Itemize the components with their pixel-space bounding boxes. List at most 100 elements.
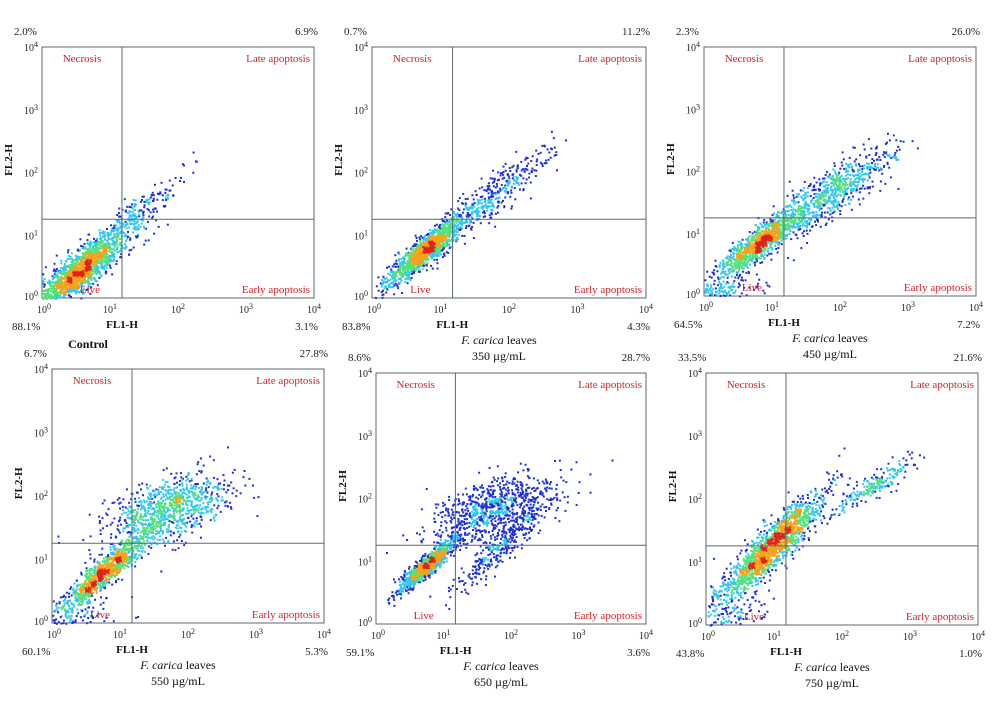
event-dot: [428, 243, 431, 246]
event-dot: [723, 276, 725, 279]
event-dot: [393, 293, 396, 296]
event-dot: [53, 294, 56, 297]
event-dot: [473, 202, 476, 204]
event-dot: [128, 216, 131, 219]
event-dot: [418, 244, 421, 247]
event-dot: [194, 160, 197, 163]
event-dot: [517, 177, 519, 180]
event-dot: [436, 229, 439, 232]
event-dot: [98, 240, 101, 243]
event-dot: [94, 242, 97, 245]
event-dot: [65, 293, 68, 296]
event-dot: [889, 176, 892, 179]
event-dot: [827, 184, 830, 186]
event-dot: [415, 237, 418, 239]
event-dot: [512, 164, 515, 167]
event-dot: [61, 270, 64, 273]
event-dot: [850, 208, 853, 211]
event-dot: [86, 250, 89, 253]
event-dot: [63, 294, 66, 297]
event-dot: [849, 163, 852, 166]
event-dot: [757, 257, 760, 260]
event-dot: [79, 272, 82, 275]
event-dot: [732, 270, 735, 273]
event-dot: [530, 169, 533, 172]
event-dot: [66, 266, 69, 269]
cytometry-panel: Necrosis Late apoptosis Live Early apoptosi…: [332, 0, 653, 363]
event-dot: [482, 215, 485, 218]
event-dot: [100, 254, 102, 257]
event-dot: [133, 205, 136, 207]
event-dot: [445, 219, 448, 222]
event-dot: [744, 243, 747, 246]
event-dot: [820, 207, 823, 210]
event-dot: [68, 295, 71, 298]
event-dot: [481, 198, 484, 201]
event-dot: [445, 244, 448, 247]
event-dot: [80, 259, 82, 262]
event-dot: [771, 248, 774, 251]
event-dot: [751, 249, 754, 252]
event-dot: [75, 270, 78, 272]
event-dot: [62, 290, 65, 293]
event-dot: [44, 289, 46, 292]
event-dot: [832, 178, 835, 181]
event-dot: [89, 261, 92, 264]
event-dot: [412, 245, 415, 247]
event-dot: [452, 224, 455, 227]
y-tick-label: 102: [354, 166, 368, 180]
event-dot: [103, 268, 106, 271]
event-dot: [449, 234, 451, 237]
event-dot: [719, 261, 722, 264]
event-dot: [757, 228, 759, 231]
event-dot: [476, 203, 479, 206]
event-dot: [92, 257, 95, 260]
event-dot: [444, 212, 447, 215]
event-dot: [74, 284, 77, 287]
event-dot: [90, 278, 93, 281]
event-dot: [498, 187, 501, 190]
event-dot: [486, 207, 488, 210]
event-dot: [753, 239, 756, 242]
event-dot: [745, 247, 748, 249]
event-dot: [747, 272, 750, 275]
event-dot: [156, 210, 158, 213]
event-dot: [102, 230, 104, 233]
event-dot: [406, 274, 408, 277]
event-dot: [526, 168, 529, 171]
event-dot: [776, 239, 779, 242]
event-dot: [752, 246, 755, 249]
event-dot: [853, 180, 856, 183]
event-dot: [754, 246, 757, 249]
event-dot: [803, 180, 806, 183]
event-dot: [70, 290, 73, 293]
event-dot: [502, 165, 505, 168]
event-dot: [422, 264, 425, 267]
x-tick-label: 101: [434, 302, 448, 316]
event-dot: [776, 251, 779, 254]
event-dot: [443, 229, 446, 232]
event-dot: [760, 246, 763, 249]
event-dot: [490, 190, 493, 192]
event-dot: [407, 275, 410, 278]
event-dot: [117, 219, 120, 222]
event-dot: [841, 199, 844, 202]
event-dot: [445, 240, 448, 243]
event-dot: [488, 197, 491, 200]
event-dot: [737, 286, 740, 289]
event-dot: [888, 166, 891, 169]
event-dot: [772, 240, 775, 243]
event-dot: [81, 262, 84, 265]
event-dot: [471, 207, 474, 210]
event-dot: [784, 205, 787, 208]
event-dot: [72, 274, 75, 277]
event-dot: [112, 241, 115, 244]
event-dot: [736, 254, 739, 257]
event-dot: [426, 247, 428, 250]
event-dot: [96, 284, 99, 287]
event-dot: [63, 273, 66, 276]
event-dot: [80, 266, 83, 269]
event-dot: [733, 262, 736, 265]
event-dot: [420, 255, 423, 258]
event-dot: [846, 173, 849, 176]
